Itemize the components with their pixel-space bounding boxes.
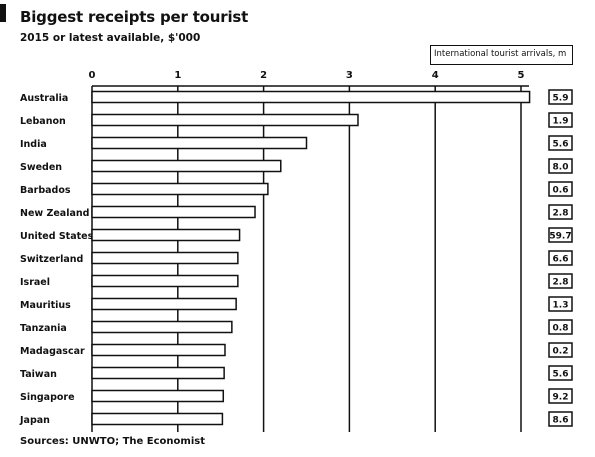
bar bbox=[91, 251, 239, 265]
bar bbox=[91, 228, 241, 242]
arrivals-value: 5.6 bbox=[553, 140, 569, 150]
arrivals-value: 0.8 bbox=[553, 324, 569, 334]
arrivals-value: 1.9 bbox=[553, 117, 569, 127]
category-label: Japan bbox=[19, 415, 50, 426]
arrivals-value: 8.6 bbox=[553, 416, 569, 426]
arrivals-box bbox=[548, 296, 573, 312]
arrivals-value: 2.8 bbox=[553, 209, 569, 219]
category-label: Tanzania bbox=[20, 323, 67, 334]
arrivals-value: 6.6 bbox=[553, 255, 569, 265]
bar bbox=[91, 389, 225, 403]
x-tick-label-3: 3 bbox=[346, 70, 353, 81]
arrivals-value: 59.7 bbox=[549, 232, 571, 242]
x-tick-label-0: 0 bbox=[89, 70, 96, 81]
arrivals-box bbox=[548, 250, 573, 266]
category-label: New Zealand bbox=[20, 208, 89, 219]
bar bbox=[91, 274, 239, 288]
arrivals-box bbox=[548, 227, 573, 243]
legend-arrivals: International tourist arrivals, m bbox=[430, 45, 573, 65]
bar bbox=[91, 343, 226, 357]
arrivals-box bbox=[548, 342, 573, 358]
category-label: Lebanon bbox=[20, 116, 66, 127]
category-label: Mauritius bbox=[20, 300, 71, 311]
arrivals-value: 0.2 bbox=[553, 347, 569, 357]
bar bbox=[91, 297, 237, 311]
bar bbox=[91, 113, 359, 127]
category-label: Taiwan bbox=[20, 369, 57, 380]
arrivals-box bbox=[548, 388, 573, 404]
category-label: Singapore bbox=[20, 392, 75, 403]
arrivals-box bbox=[548, 273, 573, 289]
arrivals-box bbox=[548, 112, 573, 128]
category-label: Switzerland bbox=[20, 254, 83, 265]
bar bbox=[91, 205, 256, 219]
category-label: Madagascar bbox=[20, 346, 85, 357]
bar bbox=[91, 90, 531, 104]
arrivals-box bbox=[548, 319, 573, 335]
bar bbox=[91, 320, 233, 334]
bar bbox=[91, 182, 269, 196]
arrivals-value: 8.0 bbox=[553, 163, 569, 173]
arrivals-box bbox=[548, 204, 573, 220]
arrivals-value: 5.6 bbox=[553, 370, 569, 380]
arrivals-box bbox=[548, 89, 573, 105]
x-tick-label-5: 5 bbox=[518, 70, 525, 81]
bar bbox=[91, 412, 224, 426]
arrivals-box bbox=[548, 181, 573, 197]
category-label: Sweden bbox=[20, 162, 62, 173]
category-label: Australia bbox=[20, 93, 68, 104]
category-label: United States bbox=[20, 231, 94, 242]
x-tick-label-1: 1 bbox=[174, 70, 181, 81]
category-label: Israel bbox=[20, 277, 50, 288]
corner-accent bbox=[0, 4, 6, 22]
arrivals-value: 5.9 bbox=[553, 94, 569, 104]
arrivals-value: 0.6 bbox=[553, 186, 569, 196]
arrivals-value: 1.3 bbox=[553, 301, 569, 311]
arrivals-value: 2.8 bbox=[553, 278, 569, 288]
arrivals-box bbox=[548, 135, 573, 151]
x-tick-label-4: 4 bbox=[432, 70, 439, 81]
chart-subtitle: 2015 or latest available, $'000 bbox=[20, 32, 201, 44]
bar bbox=[91, 366, 225, 380]
bar bbox=[91, 159, 282, 173]
arrivals-box bbox=[548, 411, 573, 427]
category-label: Barbados bbox=[20, 185, 71, 196]
bar bbox=[91, 136, 308, 150]
arrivals-box bbox=[548, 158, 573, 174]
arrivals-box bbox=[548, 365, 573, 381]
chart-title: Biggest receipts per tourist bbox=[20, 8, 249, 26]
category-label: India bbox=[20, 139, 47, 150]
x-tick-label-2: 2 bbox=[260, 70, 267, 81]
chart-source: Sources: UNWTO; The Economist bbox=[20, 436, 205, 447]
arrivals-value: 9.2 bbox=[553, 393, 569, 403]
